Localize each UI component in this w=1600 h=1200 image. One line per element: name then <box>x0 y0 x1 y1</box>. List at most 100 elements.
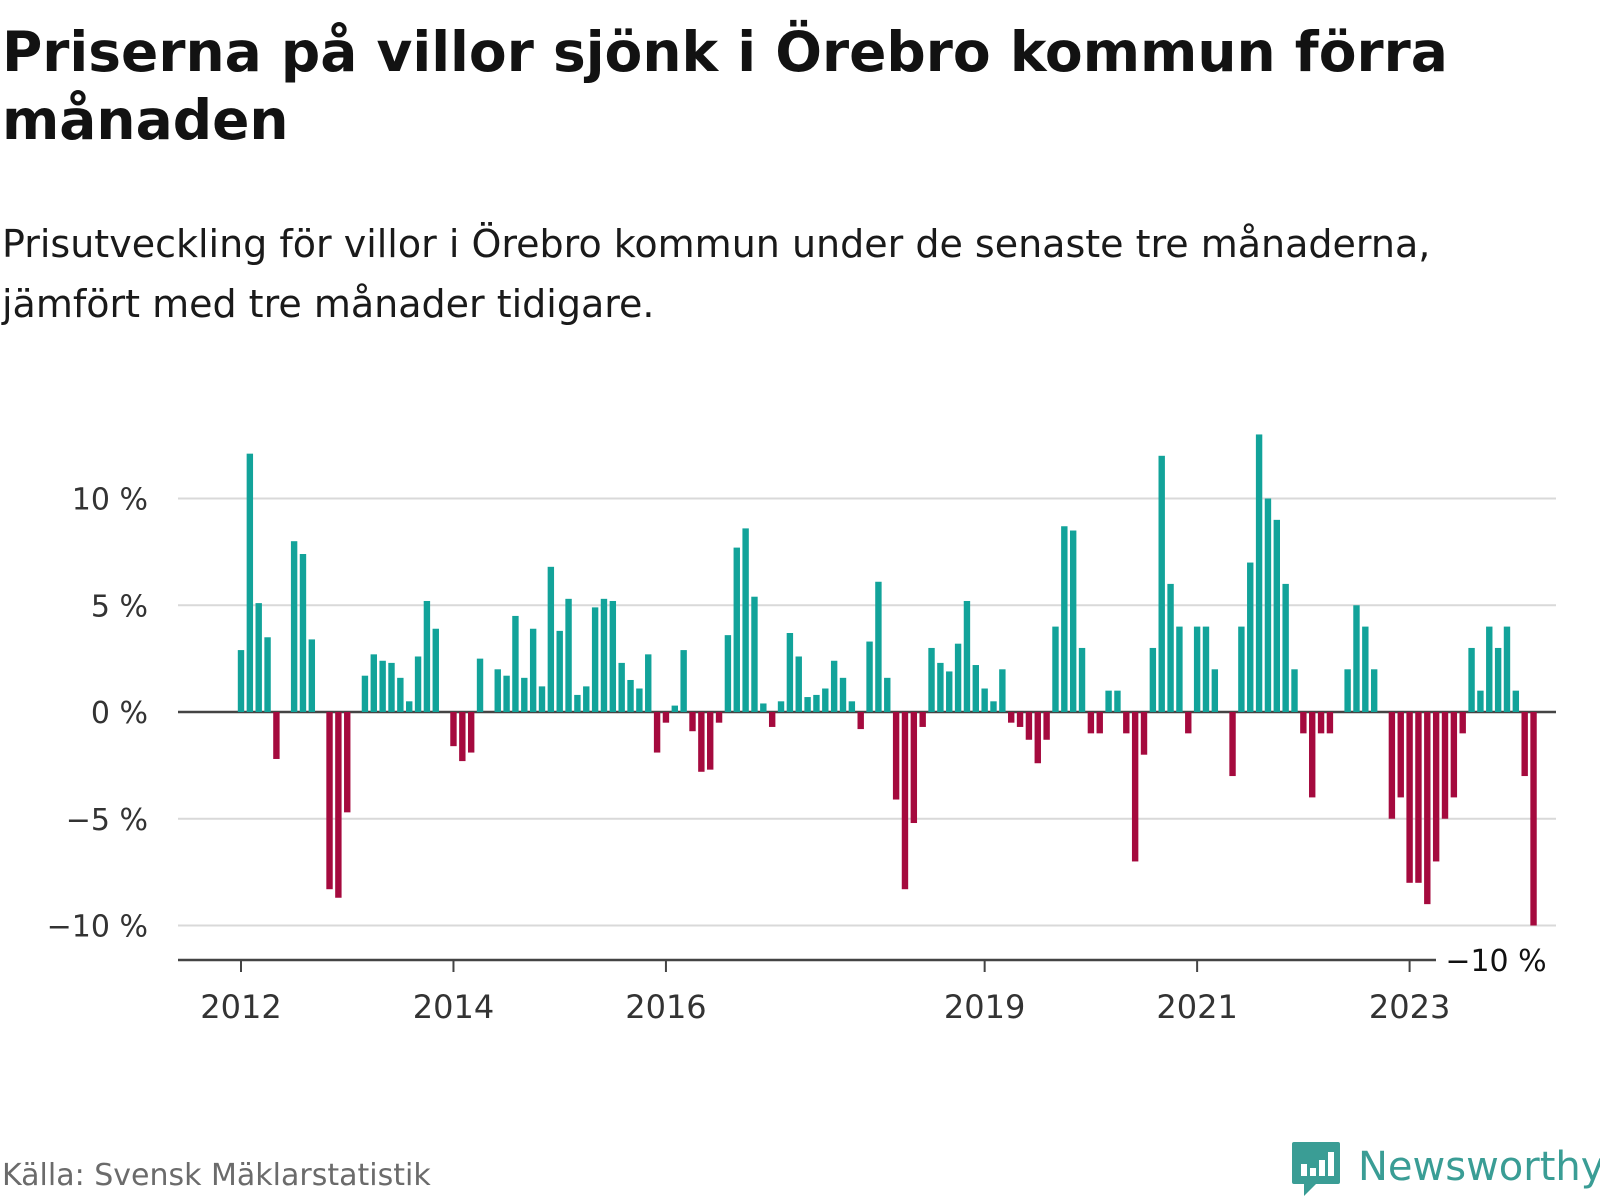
bar <box>1069 530 1077 712</box>
bar <box>919 712 926 727</box>
last-value-label: −10 % <box>1445 944 1546 979</box>
bar <box>1450 712 1458 798</box>
bar <box>344 712 351 813</box>
bar <box>813 694 820 712</box>
bar <box>583 686 590 712</box>
chart-title: Priserna på villor sjönk i Örebro kommun… <box>2 20 1448 152</box>
bar <box>822 688 829 712</box>
last-value-label-bg <box>1436 942 1556 978</box>
bar <box>662 712 670 723</box>
bar <box>290 541 298 712</box>
bar <box>928 647 935 712</box>
bar <box>804 697 811 713</box>
bar <box>273 712 280 759</box>
bar <box>786 633 794 712</box>
bar <box>1291 669 1298 712</box>
bar <box>299 554 307 712</box>
bar <box>1503 626 1511 712</box>
bar <box>521 677 528 712</box>
bar <box>1043 712 1050 740</box>
bar <box>547 566 555 712</box>
bar <box>795 656 802 712</box>
bar <box>308 639 316 712</box>
bar <box>600 598 608 712</box>
bar <box>1441 712 1449 819</box>
bar <box>406 701 413 712</box>
brand-logo[interactable]: Newsworthy <box>1290 1140 1600 1200</box>
bar <box>1521 712 1528 777</box>
bar <box>1530 712 1537 926</box>
bar <box>1008 712 1015 723</box>
bar <box>618 662 625 712</box>
bar <box>1131 712 1139 862</box>
bar <box>910 712 918 824</box>
bar <box>689 712 696 732</box>
bar <box>1494 647 1502 712</box>
bar <box>1078 647 1086 712</box>
bar <box>999 669 1006 712</box>
annotations: −10 % <box>1436 942 1556 979</box>
bar <box>397 677 404 712</box>
bar <box>901 712 909 890</box>
bar <box>529 628 537 713</box>
bar <box>742 528 749 712</box>
x-tick-label: 2012 <box>200 988 281 1026</box>
bar <box>432 628 439 713</box>
bar <box>1149 647 1157 712</box>
bar <box>1167 583 1174 712</box>
bar <box>724 635 732 712</box>
bar <box>1282 583 1289 712</box>
x-tick-label: 2019 <box>944 988 1025 1026</box>
bar <box>1211 669 1219 712</box>
bar <box>1034 712 1041 764</box>
bar <box>574 694 581 712</box>
bar <box>1512 690 1520 712</box>
bar <box>1158 455 1165 712</box>
bar <box>1247 562 1254 712</box>
bar <box>512 615 519 713</box>
bar <box>857 712 864 730</box>
bar <box>1229 712 1236 777</box>
bar <box>1096 712 1103 734</box>
bar <box>1432 712 1440 862</box>
bar <box>1255 434 1263 712</box>
bar-chart: 10 % 5 % 0 % −5 % −10 % 2012 2014 2016 2019 2021… <box>47 434 1556 1026</box>
x-tick-label: 2023 <box>1369 988 1450 1026</box>
bar <box>768 712 776 727</box>
y-tick-label: −10 % <box>47 910 148 945</box>
bar <box>370 654 377 712</box>
bar <box>1114 690 1121 712</box>
bar <box>237 650 245 712</box>
bar <box>627 679 634 713</box>
bar <box>1140 712 1148 755</box>
bar <box>777 701 785 712</box>
bar <box>972 665 979 712</box>
bar <box>1264 498 1272 712</box>
bar <box>414 656 422 712</box>
y-tick-label: 5 % <box>91 589 148 624</box>
bar <box>990 701 997 712</box>
bar <box>751 596 758 712</box>
bar <box>1388 712 1396 819</box>
bar <box>246 453 254 712</box>
bar <box>839 677 847 712</box>
bar <box>1344 669 1351 712</box>
bar <box>733 547 740 712</box>
bar <box>892 712 900 800</box>
bar <box>707 712 714 770</box>
bar <box>1424 712 1431 905</box>
bar <box>1087 712 1095 734</box>
bar <box>884 677 891 712</box>
bar <box>326 712 333 890</box>
bar <box>503 675 510 712</box>
bar <box>1353 605 1360 712</box>
bar <box>760 703 767 712</box>
bar <box>1406 712 1413 883</box>
bar <box>1477 690 1484 712</box>
x-axis <box>178 958 1556 972</box>
bar <box>680 650 687 712</box>
bar <box>1486 626 1493 712</box>
bar <box>591 607 599 712</box>
bar <box>954 643 962 712</box>
bar <box>946 671 953 712</box>
